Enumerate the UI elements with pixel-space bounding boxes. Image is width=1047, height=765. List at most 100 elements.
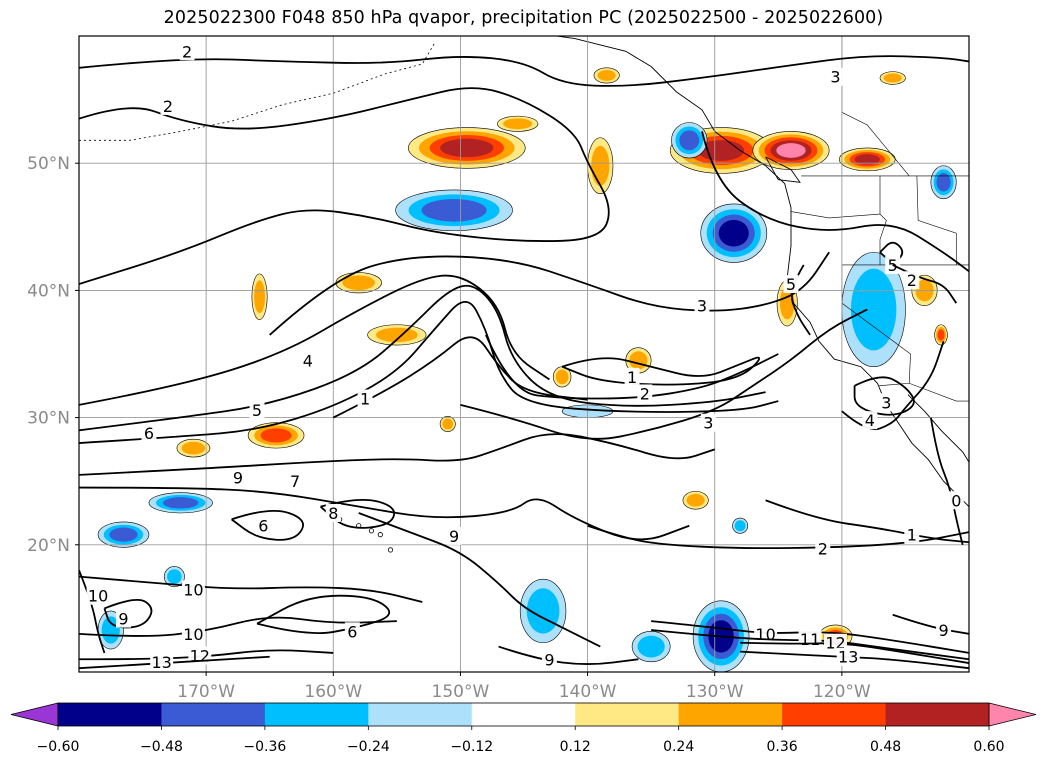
contour-label: 12	[190, 646, 210, 665]
precip-band	[782, 146, 800, 155]
qvapor-contour	[319, 498, 396, 529]
precip-band	[533, 597, 553, 625]
precip-band	[938, 331, 944, 339]
colorbar-tick-label: −0.60	[37, 739, 80, 755]
qvapor-contour	[79, 55, 969, 87]
colorbar-segment	[161, 703, 266, 726]
contour-label-bg	[287, 472, 303, 491]
contour-label-bg	[878, 393, 894, 412]
qvapor-contour	[269, 251, 830, 336]
precip-region	[97, 521, 150, 548]
contour-label: 10	[755, 625, 775, 644]
precip-region	[593, 67, 620, 84]
precip-fill-layer	[97, 67, 957, 672]
colorbar-frame	[57, 702, 990, 727]
contour-label: 5	[786, 275, 796, 294]
contour-label-bg	[179, 42, 195, 61]
colorbar-segment	[575, 703, 679, 726]
precip-band	[594, 153, 606, 178]
qvapor-contour	[79, 274, 550, 406]
precip-region	[552, 366, 572, 388]
colorbar-segment	[264, 703, 369, 726]
contour-label: 0	[951, 491, 961, 510]
contour-label-bg	[904, 525, 920, 544]
contour-label-bg	[249, 400, 265, 419]
hawaii-island	[387, 547, 394, 553]
contour-label: 3	[697, 297, 707, 316]
contour-label: 9	[544, 650, 554, 669]
contour-label: 8	[328, 504, 338, 523]
precip-region	[251, 273, 268, 320]
contour-label: 5	[252, 401, 262, 420]
qvapor-contour	[853, 376, 915, 416]
qvapor-contour	[651, 620, 969, 654]
precip-region	[752, 131, 830, 170]
qvapor-contour	[79, 433, 715, 476]
qvapor-contour	[485, 334, 779, 400]
colorbar-segment	[885, 703, 990, 726]
contour-label-bg	[783, 275, 799, 294]
axis-tick-labels: 170°W 160°W 150°W 140°W 130°W 120°W 20°N 30°N 40…	[27, 154, 871, 702]
contour-label-bg	[824, 633, 847, 652]
precip-region	[934, 324, 948, 346]
x-tick-label: 130°W	[686, 682, 744, 702]
contour-label: 2	[163, 97, 173, 116]
contour-label-bg	[446, 526, 462, 545]
contour-label-bg	[116, 609, 131, 628]
qvapor-contour	[79, 284, 766, 432]
colorbar-segment	[782, 703, 886, 726]
precip-region	[682, 491, 709, 510]
precip-region	[930, 165, 957, 200]
aleutian-islands	[79, 42, 436, 141]
precip-band	[859, 156, 875, 163]
political-border	[879, 175, 887, 265]
precip-band	[186, 444, 201, 452]
y-tick-label: 50°N	[27, 154, 70, 174]
precip-band	[736, 522, 744, 529]
contour-label-bg	[357, 389, 373, 408]
qvapor-contour	[79, 575, 423, 603]
qvapor-contour	[587, 524, 969, 550]
contour-label-bg	[862, 411, 878, 430]
qvapor-contour	[358, 512, 601, 648]
precip-band	[939, 176, 948, 188]
contour-label: 7	[290, 472, 300, 491]
contour-label-bg	[325, 504, 341, 522]
colorbar-tick-label: −0.36	[243, 739, 286, 755]
contour-label-bg	[828, 67, 843, 86]
qvapor-contour	[765, 499, 969, 544]
contour-label-bg	[637, 384, 653, 403]
precip-region	[776, 279, 798, 327]
colorbar-extend-max	[988, 702, 1037, 727]
colorbar-segment	[58, 703, 162, 726]
contour-label: 4	[303, 351, 313, 370]
colorbar-tick-label: 0.12	[560, 739, 591, 755]
x-tick-label: 120°W	[813, 682, 871, 702]
precip-region	[625, 347, 652, 374]
contour-label: 2	[182, 42, 192, 61]
precip-band	[707, 144, 735, 157]
precip-band	[887, 75, 899, 81]
y-tick-label: 30°N	[27, 409, 70, 429]
hawaii-island	[368, 528, 375, 534]
contour-label: 11	[800, 630, 820, 649]
contour-label: 3	[703, 414, 713, 433]
contour-label: 3	[881, 393, 891, 412]
gridlines	[79, 36, 969, 672]
precip-band	[434, 203, 474, 218]
contour-label: 1	[907, 526, 917, 545]
colorbar-tick-label: −0.48	[140, 739, 183, 755]
precip-band	[450, 142, 483, 154]
plot-frame	[78, 35, 970, 673]
contour-label: 9	[449, 527, 459, 546]
qvapor-contour	[929, 417, 964, 546]
contour-label: 10	[183, 580, 203, 599]
contour-label-bg	[541, 650, 557, 669]
contour-label: 9	[118, 610, 128, 629]
x-tick-label: 140°W	[559, 682, 617, 702]
precip-band	[256, 286, 263, 307]
chart-title: 2025022300 F048 850 hPa qvapor, precipit…	[163, 8, 884, 28]
contour-label: 1	[627, 368, 637, 387]
precip-band	[508, 120, 527, 128]
contour-label-bg	[936, 621, 952, 640]
